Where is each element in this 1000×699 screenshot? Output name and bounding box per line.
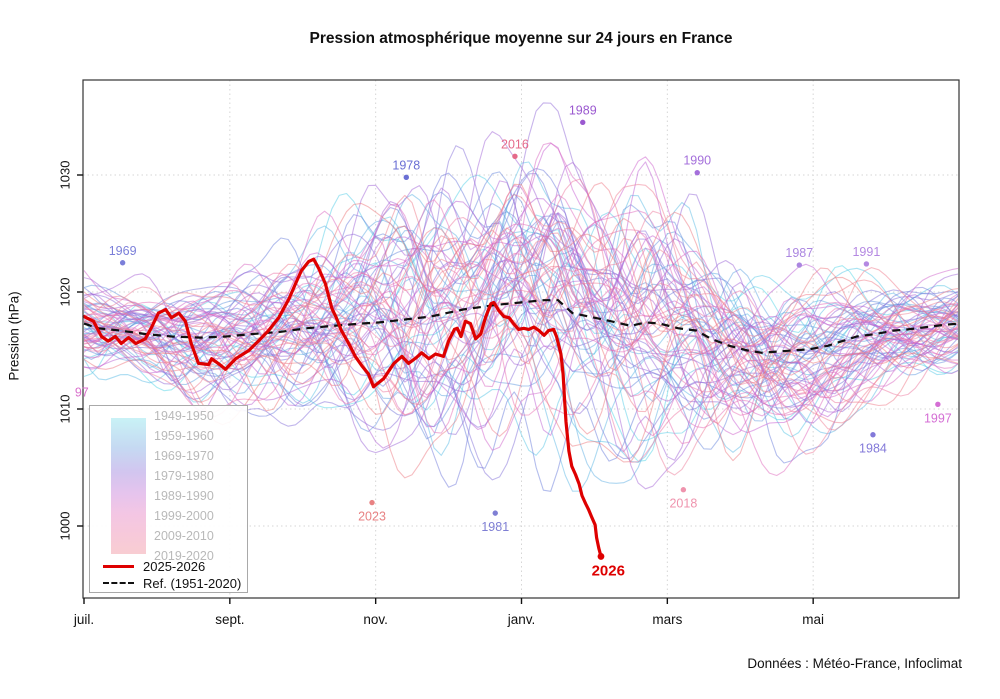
ensemble-line	[84, 282, 958, 416]
legend-decade-gradient	[111, 418, 146, 554]
x-tick-label: janv.	[507, 612, 536, 627]
annotation-label-1990: 1990	[683, 154, 711, 168]
annotation-label-97: 97	[75, 386, 89, 400]
legend-decade-label: 1979-1980	[154, 469, 214, 483]
legend-ref-label: Ref. (1951-2020)	[143, 575, 242, 591]
ensemble-line	[84, 274, 958, 484]
annotation-label-2016: 2016	[501, 137, 529, 151]
annotation-label-2018: 2018	[669, 497, 697, 511]
legend-box: 1949-1950 1959-1960 1969-1970 1979-1980 1989…	[89, 405, 248, 593]
annotation-label-1981: 1981	[481, 520, 509, 534]
current-season-line	[82, 257, 603, 558]
annotation-dot-1997	[935, 401, 941, 408]
ensemble-line	[84, 194, 958, 437]
year-annotations: 1969 1978 2016 1989 1990 1987 1991 1997 1984 2018…	[75, 103, 952, 579]
ensemble-line	[84, 282, 958, 422]
ensemble-line	[84, 212, 958, 454]
ensemble-line	[84, 131, 958, 461]
ensemble-line	[84, 180, 958, 402]
legend-decade-label: 1969-1970	[154, 449, 214, 463]
y-tick-label: 1000	[57, 512, 72, 541]
data-source-credit: Données : Météo-France, Infoclimat	[747, 656, 962, 671]
y-tick-label: 1020	[57, 278, 72, 307]
y-tick-label: 1030	[57, 161, 72, 190]
x-tick-label: mai	[802, 612, 824, 627]
annotation-dot-1990	[694, 169, 700, 176]
legend-current-label: 2025-2026	[143, 558, 206, 574]
ensemble-line	[84, 183, 958, 431]
ensemble-line	[84, 217, 958, 479]
legend-decade-label: 2009-2010	[154, 529, 214, 543]
ensemble-line	[84, 284, 958, 481]
annotation-label-1989: 1989	[569, 103, 597, 117]
annotation-dot-2016	[512, 153, 518, 159]
ensemble-line	[84, 263, 958, 490]
legend-entry-current: 2025-2026	[103, 558, 205, 574]
annotation-dot-1981	[492, 510, 498, 516]
annotation-label-1987: 1987	[785, 246, 813, 260]
legend-decade-labels: 1949-1950 1959-1960 1969-1970 1979-1980 1989…	[154, 406, 214, 566]
annotation-label-1969: 1969	[109, 244, 137, 258]
ensemble-line	[84, 229, 958, 414]
annotation-label-2023: 2023	[358, 510, 386, 524]
ensemble-line	[84, 223, 958, 434]
ensemble-line	[84, 178, 958, 404]
ensemble-line	[84, 183, 958, 412]
annotation-dot-1987	[796, 262, 803, 268]
red-line-swatch	[103, 564, 134, 568]
ensemble-line	[84, 142, 958, 437]
legend-decade-label: 2019-2020	[154, 549, 214, 563]
x-tick-label: nov.	[363, 612, 388, 627]
ref-line-swatch	[103, 582, 134, 584]
annotation-dot-2018	[680, 487, 687, 493]
ensemble-line	[84, 161, 958, 413]
ensemble-lines	[84, 102, 958, 492]
ensemble-line	[84, 211, 958, 435]
ensemble-line	[84, 235, 958, 418]
annotation-dot-1989	[580, 119, 586, 126]
ensemble-line	[84, 236, 958, 463]
x-tick-label: juil.	[73, 612, 94, 627]
reference-line	[83, 299, 960, 354]
annotation-dot-1991	[863, 261, 870, 267]
annotation-label-2026: 2026	[592, 563, 625, 580]
current-season-end-dot	[597, 553, 605, 560]
ensemble-line	[84, 193, 958, 440]
x-tick-label: sept.	[215, 612, 244, 627]
annotation-label-1991: 1991	[852, 245, 880, 259]
annotation-label-1984: 1984	[859, 442, 887, 456]
annotation-dot-1984	[870, 432, 876, 438]
legend-decade-label: 1949-1950	[154, 409, 214, 423]
ensemble-line	[84, 194, 958, 406]
legend-decade-label: 1989-1990	[154, 489, 214, 503]
legend-decade-label: 1999-2000	[154, 509, 214, 523]
y-tick-label: 1010	[57, 395, 72, 424]
ensemble-line	[84, 229, 958, 424]
page-title: Pression atmosphérique moyenne sur 24 jo…	[309, 30, 733, 47]
legend-entry-ref: Ref. (1951-2020)	[103, 575, 241, 591]
data-series	[82, 257, 960, 560]
annotation-dot-2023	[369, 499, 375, 506]
ensemble-line	[84, 210, 958, 395]
x-tick-label: mars	[652, 612, 682, 627]
ensemble-line	[84, 280, 958, 476]
annotation-label-1978: 1978	[392, 158, 420, 172]
ensemble-line	[84, 237, 958, 445]
ensemble-line	[84, 199, 958, 416]
annotation-dot-1969	[119, 260, 126, 266]
annotation-label-1997: 1997	[924, 411, 952, 425]
axes: 1000 1010 1020 1030 juil. sept. nov. janv. mars m…	[57, 79, 960, 627]
annotation-dot-1978	[403, 174, 409, 181]
ensemble-line	[84, 290, 958, 417]
legend-decade-label: 1959-1960	[154, 429, 214, 443]
ensemble-line	[84, 235, 958, 402]
